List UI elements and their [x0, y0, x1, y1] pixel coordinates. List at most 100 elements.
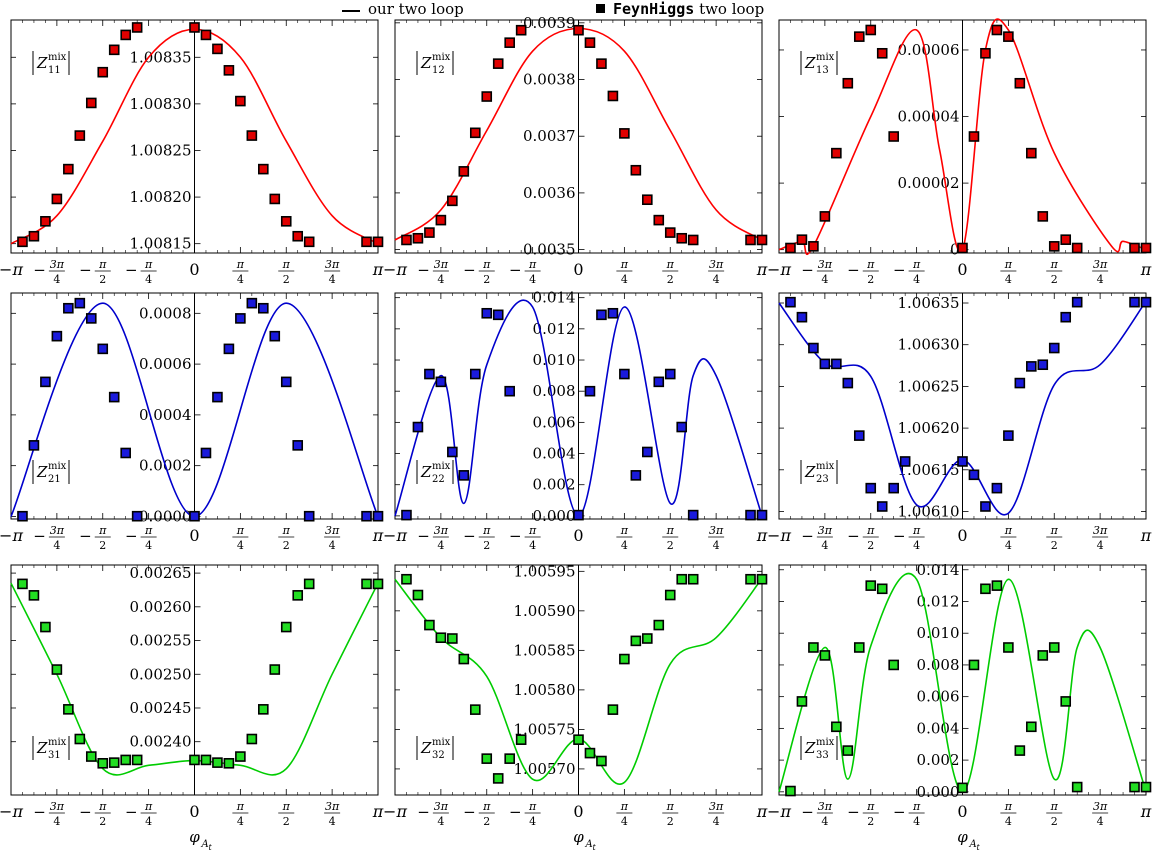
x-tick-label-den: 4 [237, 273, 244, 286]
data-point [1048, 642, 1060, 653]
data-point [17, 510, 28, 522]
x-tick-label-sign: − [893, 261, 906, 279]
x-tick-label-num: π [912, 800, 921, 813]
x-tick-label: π [1140, 526, 1152, 545]
x-tick-label-num: π [482, 258, 491, 271]
x-tick-label-num: 3π [50, 524, 65, 537]
x-tick-label-den: 2 [867, 815, 874, 828]
data-point [85, 313, 97, 324]
x-tick-label-num: π [98, 800, 107, 813]
data-point [246, 733, 258, 745]
x-tick-label-den: 4 [713, 815, 720, 828]
data-point [1003, 642, 1014, 653]
x-tick-label-num: π [666, 800, 675, 813]
x-tick-label-sign: − [801, 261, 814, 279]
data-point [1140, 296, 1152, 308]
x-axis-label: φ [189, 828, 200, 846]
x-tick-label-den: 2 [1051, 815, 1058, 828]
x-tick-label-den: 4 [821, 539, 828, 552]
legend-points-rest: two loop [699, 0, 765, 18]
x-tick-label-num: π [144, 800, 153, 813]
data-point [664, 589, 676, 601]
x-tick-label-sign: − [33, 803, 46, 821]
x-tick-label-den: 2 [99, 539, 106, 552]
x-tick-label-num: π [528, 258, 537, 271]
x-tick-label: π [372, 526, 384, 545]
x-tick-label-num: π [666, 258, 675, 271]
x-tick-label-den: 2 [483, 539, 490, 552]
data-point [200, 29, 212, 41]
x-tick-label-num: 3π [1093, 258, 1108, 271]
line-swatch-icon [342, 10, 360, 12]
data-point [1129, 781, 1140, 793]
panel-label: Z [804, 54, 816, 72]
data-point [235, 95, 246, 107]
panel-23: 1.00610 1.00615 1.00620 1.00625 1.00630 1.006… [767, 292, 1152, 552]
x-tick-label-den: 4 [145, 815, 152, 828]
data-point [687, 234, 699, 246]
data-point [1129, 296, 1140, 308]
y-tick-label: 0.00250 [129, 665, 191, 683]
x-tick-label-den: 4 [713, 273, 720, 286]
data-point [435, 376, 447, 388]
data-point [51, 193, 63, 205]
x-tick-label-num: 3π [1093, 800, 1108, 813]
y-tick-label: 0.00265 [129, 564, 191, 582]
data-point [687, 573, 699, 585]
data-point [481, 91, 493, 102]
data-point [361, 578, 372, 590]
data-point [269, 664, 281, 675]
data-point [876, 583, 888, 595]
data-point [991, 580, 1003, 591]
x-tick-label-num: π [282, 800, 291, 813]
data-point [28, 440, 40, 451]
y-tick-label: 1.00620 [897, 419, 959, 437]
data-point [361, 510, 372, 522]
data-point [120, 447, 131, 459]
x-axis-label: φ [573, 828, 584, 846]
data-point [200, 754, 212, 766]
y-tick-label: 0.0008 [139, 304, 192, 322]
data-point [435, 214, 447, 226]
x-axis-label-subsub: t [209, 843, 213, 852]
x-tick-label-num: π [1004, 524, 1013, 537]
panel-label-sub: 22 [432, 474, 445, 485]
x-tick-label: π [756, 526, 768, 545]
data-point [292, 590, 304, 601]
y-tick-label: 0.00255 [129, 632, 191, 650]
x-tick-label-num: π [98, 524, 107, 537]
data-point [504, 753, 515, 764]
data-point [980, 47, 991, 59]
data-point [258, 302, 269, 314]
y-tick-label: 0.004 [917, 719, 960, 737]
x-tick-label: −π [767, 260, 791, 279]
data-point [980, 583, 991, 595]
y-tick-label: 1.00575 [513, 720, 575, 738]
data-point [865, 482, 877, 494]
x-tick-label-den: 4 [1097, 273, 1104, 286]
x-tick-label-den: 4 [713, 539, 720, 552]
x-tick-label-den: 4 [621, 815, 628, 828]
y-tick-label: 0.004 [533, 445, 576, 463]
x-tick-label-den: 4 [1005, 539, 1012, 552]
panel-32: 1.00570 1.00575 1.00580 1.00585 1.00590 1.005… [383, 562, 768, 852]
data-point [596, 309, 607, 321]
x-tick-label-num: π [620, 524, 629, 537]
x-tick-label-den: 2 [667, 815, 674, 828]
x-tick-label-num: π [98, 258, 107, 271]
data-point [1014, 77, 1026, 89]
data-point [853, 31, 865, 42]
x-tick-label-num: π [620, 800, 629, 813]
data-point [412, 589, 424, 601]
data-point [28, 590, 40, 601]
x-tick-label-sign: − [417, 261, 430, 279]
data-point [401, 509, 412, 521]
data-point [1003, 430, 1014, 441]
x-tick-label-num: 3π [434, 524, 449, 537]
data-point [504, 37, 515, 48]
x-tick-label-den: 4 [53, 273, 60, 286]
data-point [888, 482, 899, 494]
x-tick-label: −π [0, 802, 23, 821]
data-point [361, 236, 372, 248]
panel-label-sub: 13 [816, 65, 829, 76]
